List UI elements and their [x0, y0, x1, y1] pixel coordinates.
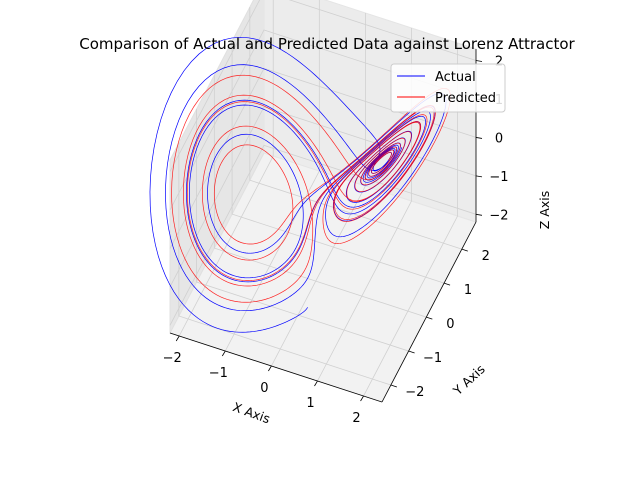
y-tick — [390, 384, 397, 388]
left-pane — [169, 0, 265, 334]
y-tick — [426, 316, 433, 320]
y-gridline — [196, 109, 409, 352]
plot-curves — [149, 36, 451, 333]
series-line-predicted — [171, 74, 451, 303]
z-gridline — [169, 106, 477, 288]
z-tick — [475, 213, 483, 216]
z-tick — [475, 137, 483, 139]
chart-title: Comparison of Actual and Predicted Data … — [79, 35, 575, 53]
z-tick-label: −2 — [489, 208, 508, 223]
y-tick-label: −2 — [405, 385, 424, 400]
z-tick-label: −1 — [489, 170, 508, 185]
z-tick-label: 0 — [495, 131, 503, 146]
axes-panes — [169, 0, 477, 403]
y-gridline — [231, 41, 445, 284]
y-tick — [461, 248, 468, 252]
y-tick-label: 2 — [482, 249, 490, 264]
x-tick — [175, 335, 180, 342]
y-tick-label: −1 — [423, 351, 442, 366]
x-tick-label: 1 — [306, 396, 314, 411]
z-axis-label: Z Axis — [537, 191, 552, 229]
z-gridline — [169, 144, 477, 326]
x-tick — [268, 365, 272, 372]
y-gridline — [213, 75, 427, 318]
x-gridline — [224, 0, 320, 352]
x-tick — [221, 350, 226, 357]
x-tick — [360, 395, 364, 402]
z-gridline — [169, 0, 477, 172]
y-gridline — [249, 7, 462, 250]
y-tick — [408, 350, 415, 354]
legend-label-predicted: Predicted — [435, 91, 496, 106]
x-tick-label: −2 — [163, 351, 182, 366]
legend: Actual Predicted — [390, 63, 506, 113]
y-tick-label: 0 — [446, 317, 454, 332]
y-tick-label: 1 — [464, 283, 472, 298]
x-tick-label: 2 — [352, 411, 360, 426]
x-tick-label: 0 — [260, 381, 268, 396]
z-tick-label: 2 — [495, 55, 503, 70]
x-tick — [314, 380, 318, 387]
x-axis-line — [169, 332, 383, 403]
y-tick — [443, 282, 451, 286]
z-tick — [475, 60, 483, 62]
x-gridline — [178, 0, 274, 337]
x-gridline — [271, 13, 366, 367]
y-gridline — [178, 143, 391, 386]
y-axis-line — [381, 221, 477, 403]
x-tick-label: −1 — [209, 366, 228, 381]
z-tick — [475, 175, 483, 178]
legend-label-actual: Actual — [435, 70, 476, 85]
